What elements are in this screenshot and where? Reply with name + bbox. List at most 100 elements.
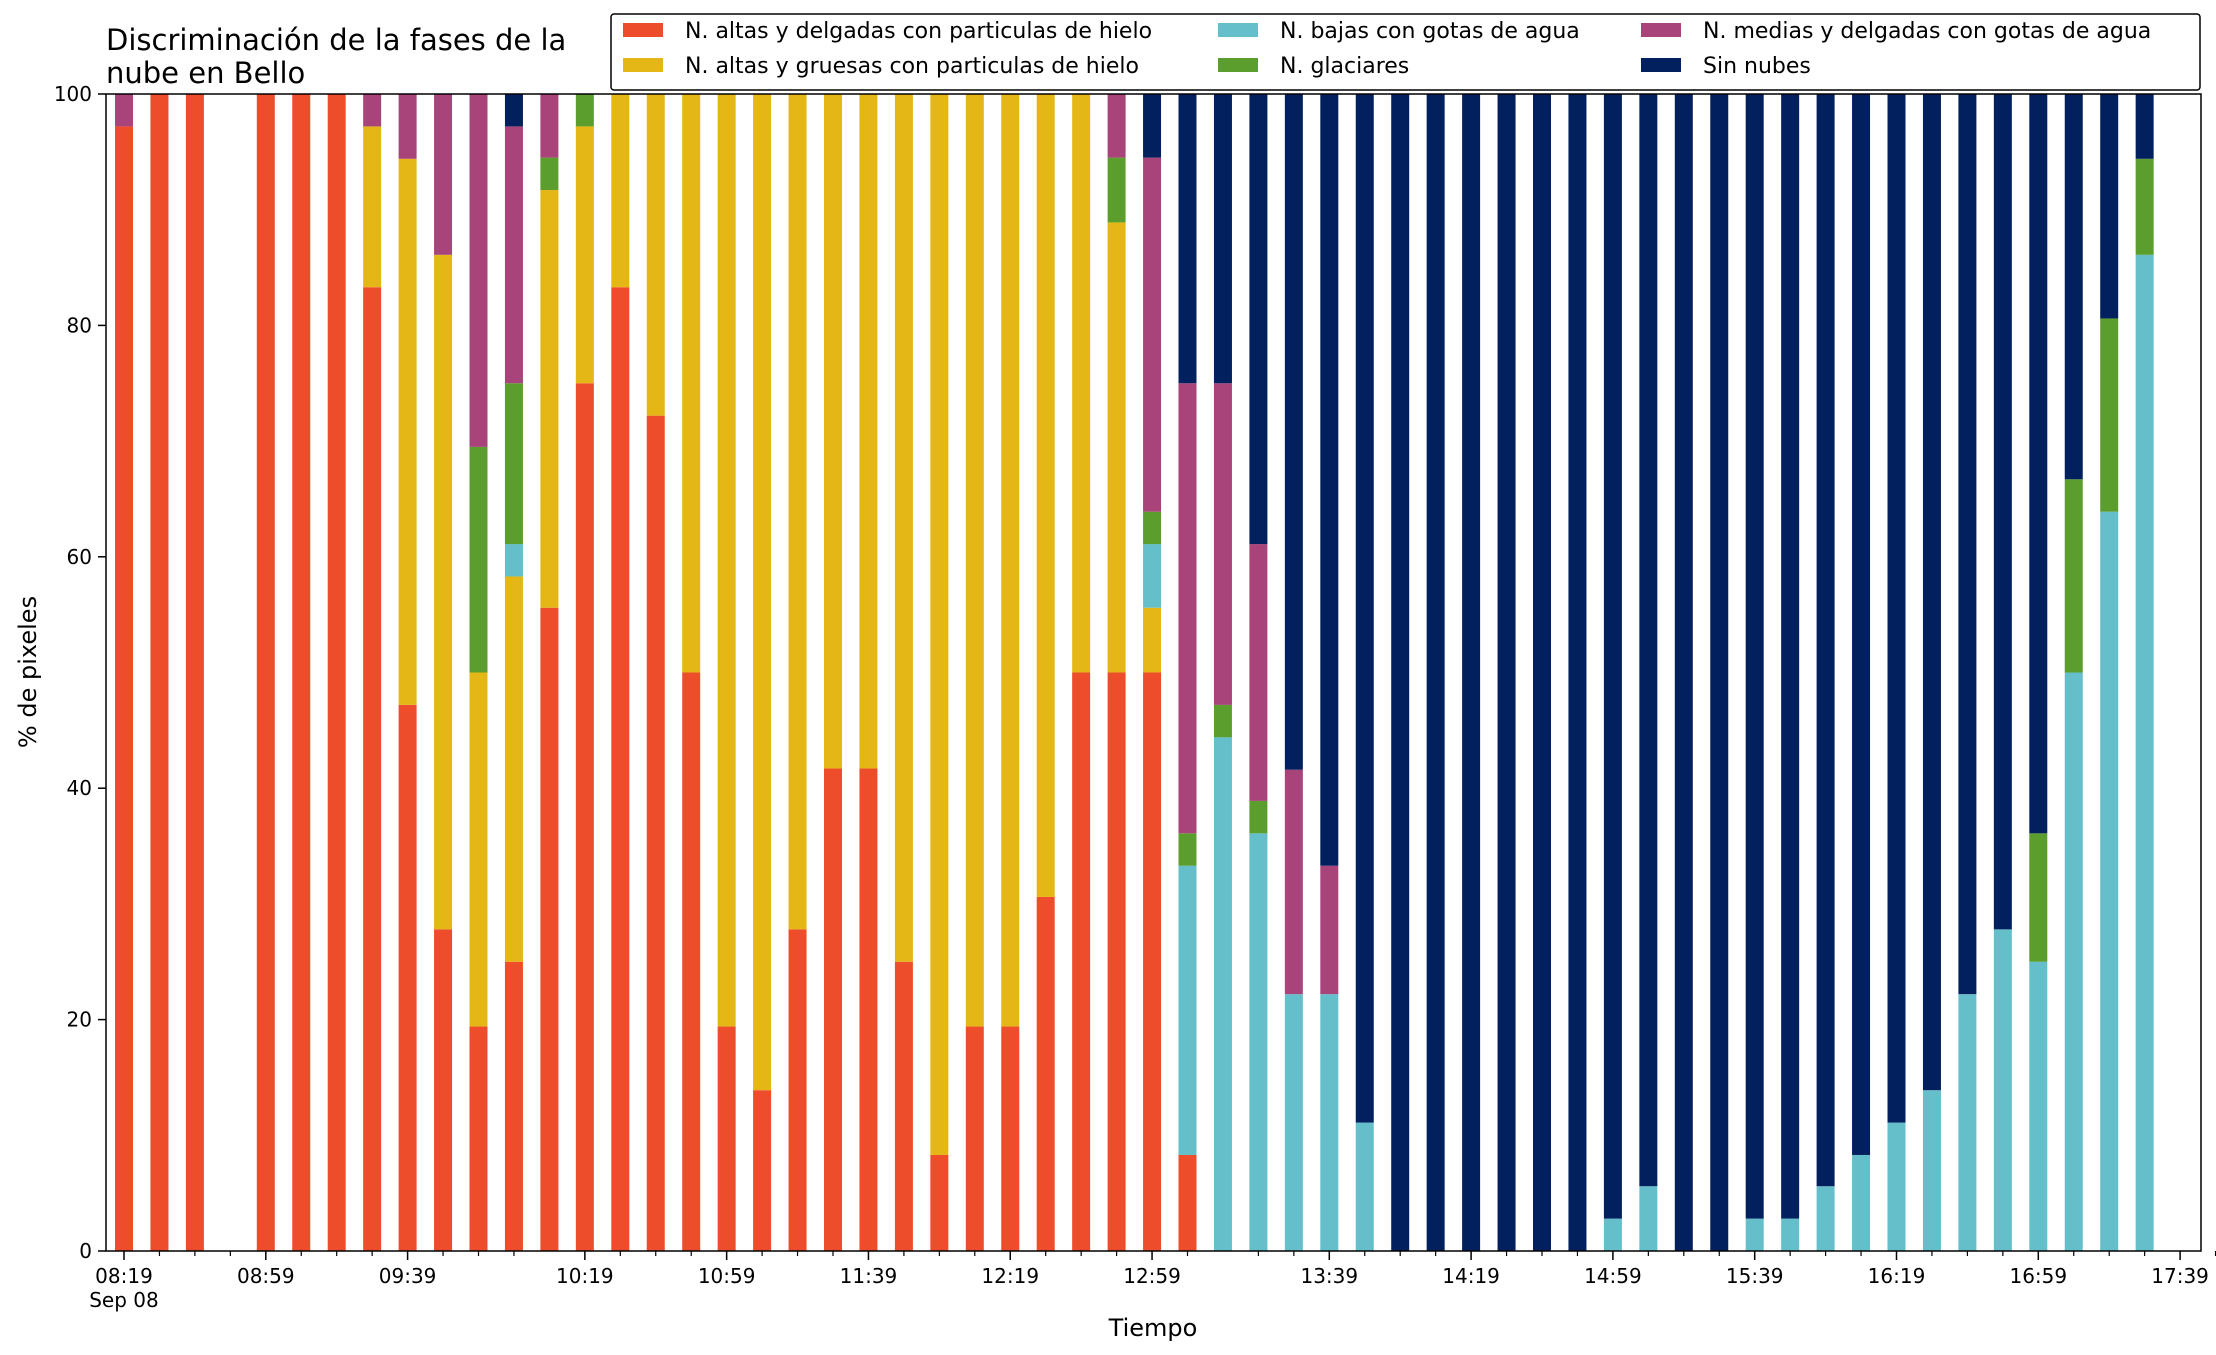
bar-segment-0-12:59 <box>1143 672 1162 1251</box>
bar-segment-1-11:39 <box>859 94 878 769</box>
legend-swatch-3 <box>1218 58 1258 72</box>
bar-segment-1-11:49 <box>894 94 913 962</box>
bar-segment-2-15:59 <box>1816 1186 1835 1251</box>
bar-segment-2-16:39 <box>1958 994 1977 1251</box>
bar-segment-4-09:49 <box>434 94 453 255</box>
x-tick-label: 17:39 <box>2151 1264 2209 1288</box>
bar-segment-2-10:09 <box>504 544 523 577</box>
x-tick-label: 16:59 <box>2009 1264 2067 1288</box>
x-tick-label: 08:59 <box>237 1264 295 1288</box>
bar-segment-2-15:09 <box>1639 1186 1658 1251</box>
bar-segment-4-09:29 <box>363 94 382 127</box>
bar-segment-5-16:09 <box>1852 94 1871 1155</box>
bar-segment-2-13:29 <box>1284 994 1303 1251</box>
bar-segment-3-10:09 <box>504 383 523 545</box>
bar-segment-2-16:09 <box>1852 1154 1871 1251</box>
bar-segment-0-12:49 <box>1107 672 1126 1251</box>
bar-segment-1-10:49 <box>682 94 701 673</box>
x-tick-label: 11:39 <box>840 1264 898 1288</box>
bar-segment-5-15:09 <box>1639 94 1658 1187</box>
bar-segment-1-12:19 <box>1001 94 1020 1027</box>
bar-segment-4-12:49 <box>1107 94 1126 158</box>
bar-segment-1-12:29 <box>1036 94 1055 897</box>
bar-segment-0-11:09 <box>753 1090 772 1251</box>
bar-segment-2-17:09 <box>2064 672 2083 1251</box>
bar-segment-5-14:29 <box>1497 94 1516 1251</box>
bar-segment-1-10:09 <box>504 576 523 962</box>
y-tick-label: 20 <box>67 1008 92 1032</box>
bar-segment-2-17:19 <box>2100 511 2119 1251</box>
bar-segment-0-12:29 <box>1036 896 1055 1251</box>
bar-segment-1-09:59 <box>469 672 488 1027</box>
bars-layer <box>115 94 2154 1252</box>
bar-segment-5-16:59 <box>2029 94 2048 834</box>
chart-title-line-2: nube en Bello <box>106 56 305 90</box>
bar-segment-5-15:29 <box>1710 94 1729 1251</box>
bar-segment-4-09:39 <box>398 94 417 159</box>
bar-segment-5-13:09 <box>1178 94 1197 384</box>
y-tick-label: 80 <box>67 313 92 337</box>
bar-segment-3-10:14 <box>540 157 559 191</box>
bar-segment-0-10:59 <box>717 1026 736 1251</box>
bar-segment-4-09:59 <box>469 94 488 447</box>
bar-segment-3-17:09 <box>2064 479 2083 673</box>
bar-segment-1-09:49 <box>434 254 453 930</box>
bar-segment-0-12:39 <box>1072 672 1091 1251</box>
y-tick-label: 60 <box>67 545 92 569</box>
legend-label-4: N. medias y delgadas con gotas de agua <box>1703 19 2151 44</box>
y-axis: 0 20 40 60 80 100 <box>54 82 106 1263</box>
bar-segment-5-13:14 <box>1213 94 1232 384</box>
chart-title-line-1: Discriminación de la fases de la <box>106 23 566 57</box>
bar-segment-1-11:59 <box>930 94 949 1155</box>
bar-segment-3-09:59 <box>469 446 488 673</box>
y-axis-label: % de pixeles <box>14 596 42 748</box>
bar-segment-5-15:19 <box>1674 94 1693 1251</box>
x-tick-label: 13:39 <box>1300 1264 1358 1288</box>
bar-segment-0-08:19 <box>115 126 133 1251</box>
bar-segment-4-08:19 <box>115 94 133 127</box>
bar-segment-0-09:59 <box>469 1026 488 1251</box>
bar-segment-5-17:19 <box>2100 94 2119 319</box>
legend-swatch-2 <box>1218 23 1258 37</box>
bar-segment-0-08:29 <box>150 94 169 1251</box>
bar-segment-1-12:49 <box>1107 222 1126 673</box>
bar-segment-0-11:39 <box>859 768 878 1251</box>
bar-segment-0-11:49 <box>894 961 913 1251</box>
bar-segment-0-09:29 <box>363 287 382 1252</box>
legend-label-3: N. glaciares <box>1280 54 1409 79</box>
bar-segment-2-13:09 <box>1178 865 1197 1155</box>
bar-segment-0-10:09 <box>504 961 523 1251</box>
y-tick-label: 100 <box>54 82 92 106</box>
x-tick-sublabel: Sep 08 <box>89 1288 159 1312</box>
legend-label-1: N. altas y gruesas con particulas de hie… <box>685 54 1139 79</box>
chart-title: Discriminación de la fases de la nube en… <box>106 23 566 90</box>
plot-frame <box>105 93 2202 1252</box>
bar-segment-3-12:59 <box>1143 511 1162 545</box>
bar-segment-2-13:19 <box>1249 833 1268 1251</box>
bar-segment-5-16:49 <box>1993 94 2012 930</box>
bar-segment-0-12:09 <box>965 1026 984 1251</box>
bar-segment-5-14:49 <box>1568 94 1587 1251</box>
bar-segment-0-09:19 <box>327 94 346 1251</box>
bar-segment-5-17:29 <box>2135 94 2154 159</box>
bar-segment-2-13:49 <box>1355 1122 1374 1251</box>
x-tick-label: 14:59 <box>1584 1264 1642 1288</box>
bar-segment-1-09:29 <box>363 126 382 288</box>
bar-segment-2-16:49 <box>1993 929 2012 1251</box>
bar-segment-5-10:09 <box>504 94 523 127</box>
legend-swatch-4 <box>1641 23 1681 37</box>
bar-segment-1-12:09 <box>965 94 984 1027</box>
x-tick-label: 10:19 <box>556 1264 614 1288</box>
bar-segment-3-13:19 <box>1249 800 1268 834</box>
bar-segment-0-11:29 <box>824 768 842 1251</box>
bar-segment-2-13:14 <box>1213 737 1232 1251</box>
bar-segment-1-10:19 <box>575 126 594 384</box>
bar-segment-5-14:59 <box>1603 94 1622 1219</box>
y-tick-label: 40 <box>67 776 92 800</box>
bar-segment-5-13:39 <box>1320 94 1339 866</box>
bar-segment-1-09:39 <box>398 158 417 705</box>
x-axis-label: Tiempo <box>1108 1314 1198 1342</box>
bar-segment-0-11:19 <box>788 929 807 1251</box>
bar-segment-1-10:39 <box>646 94 665 416</box>
